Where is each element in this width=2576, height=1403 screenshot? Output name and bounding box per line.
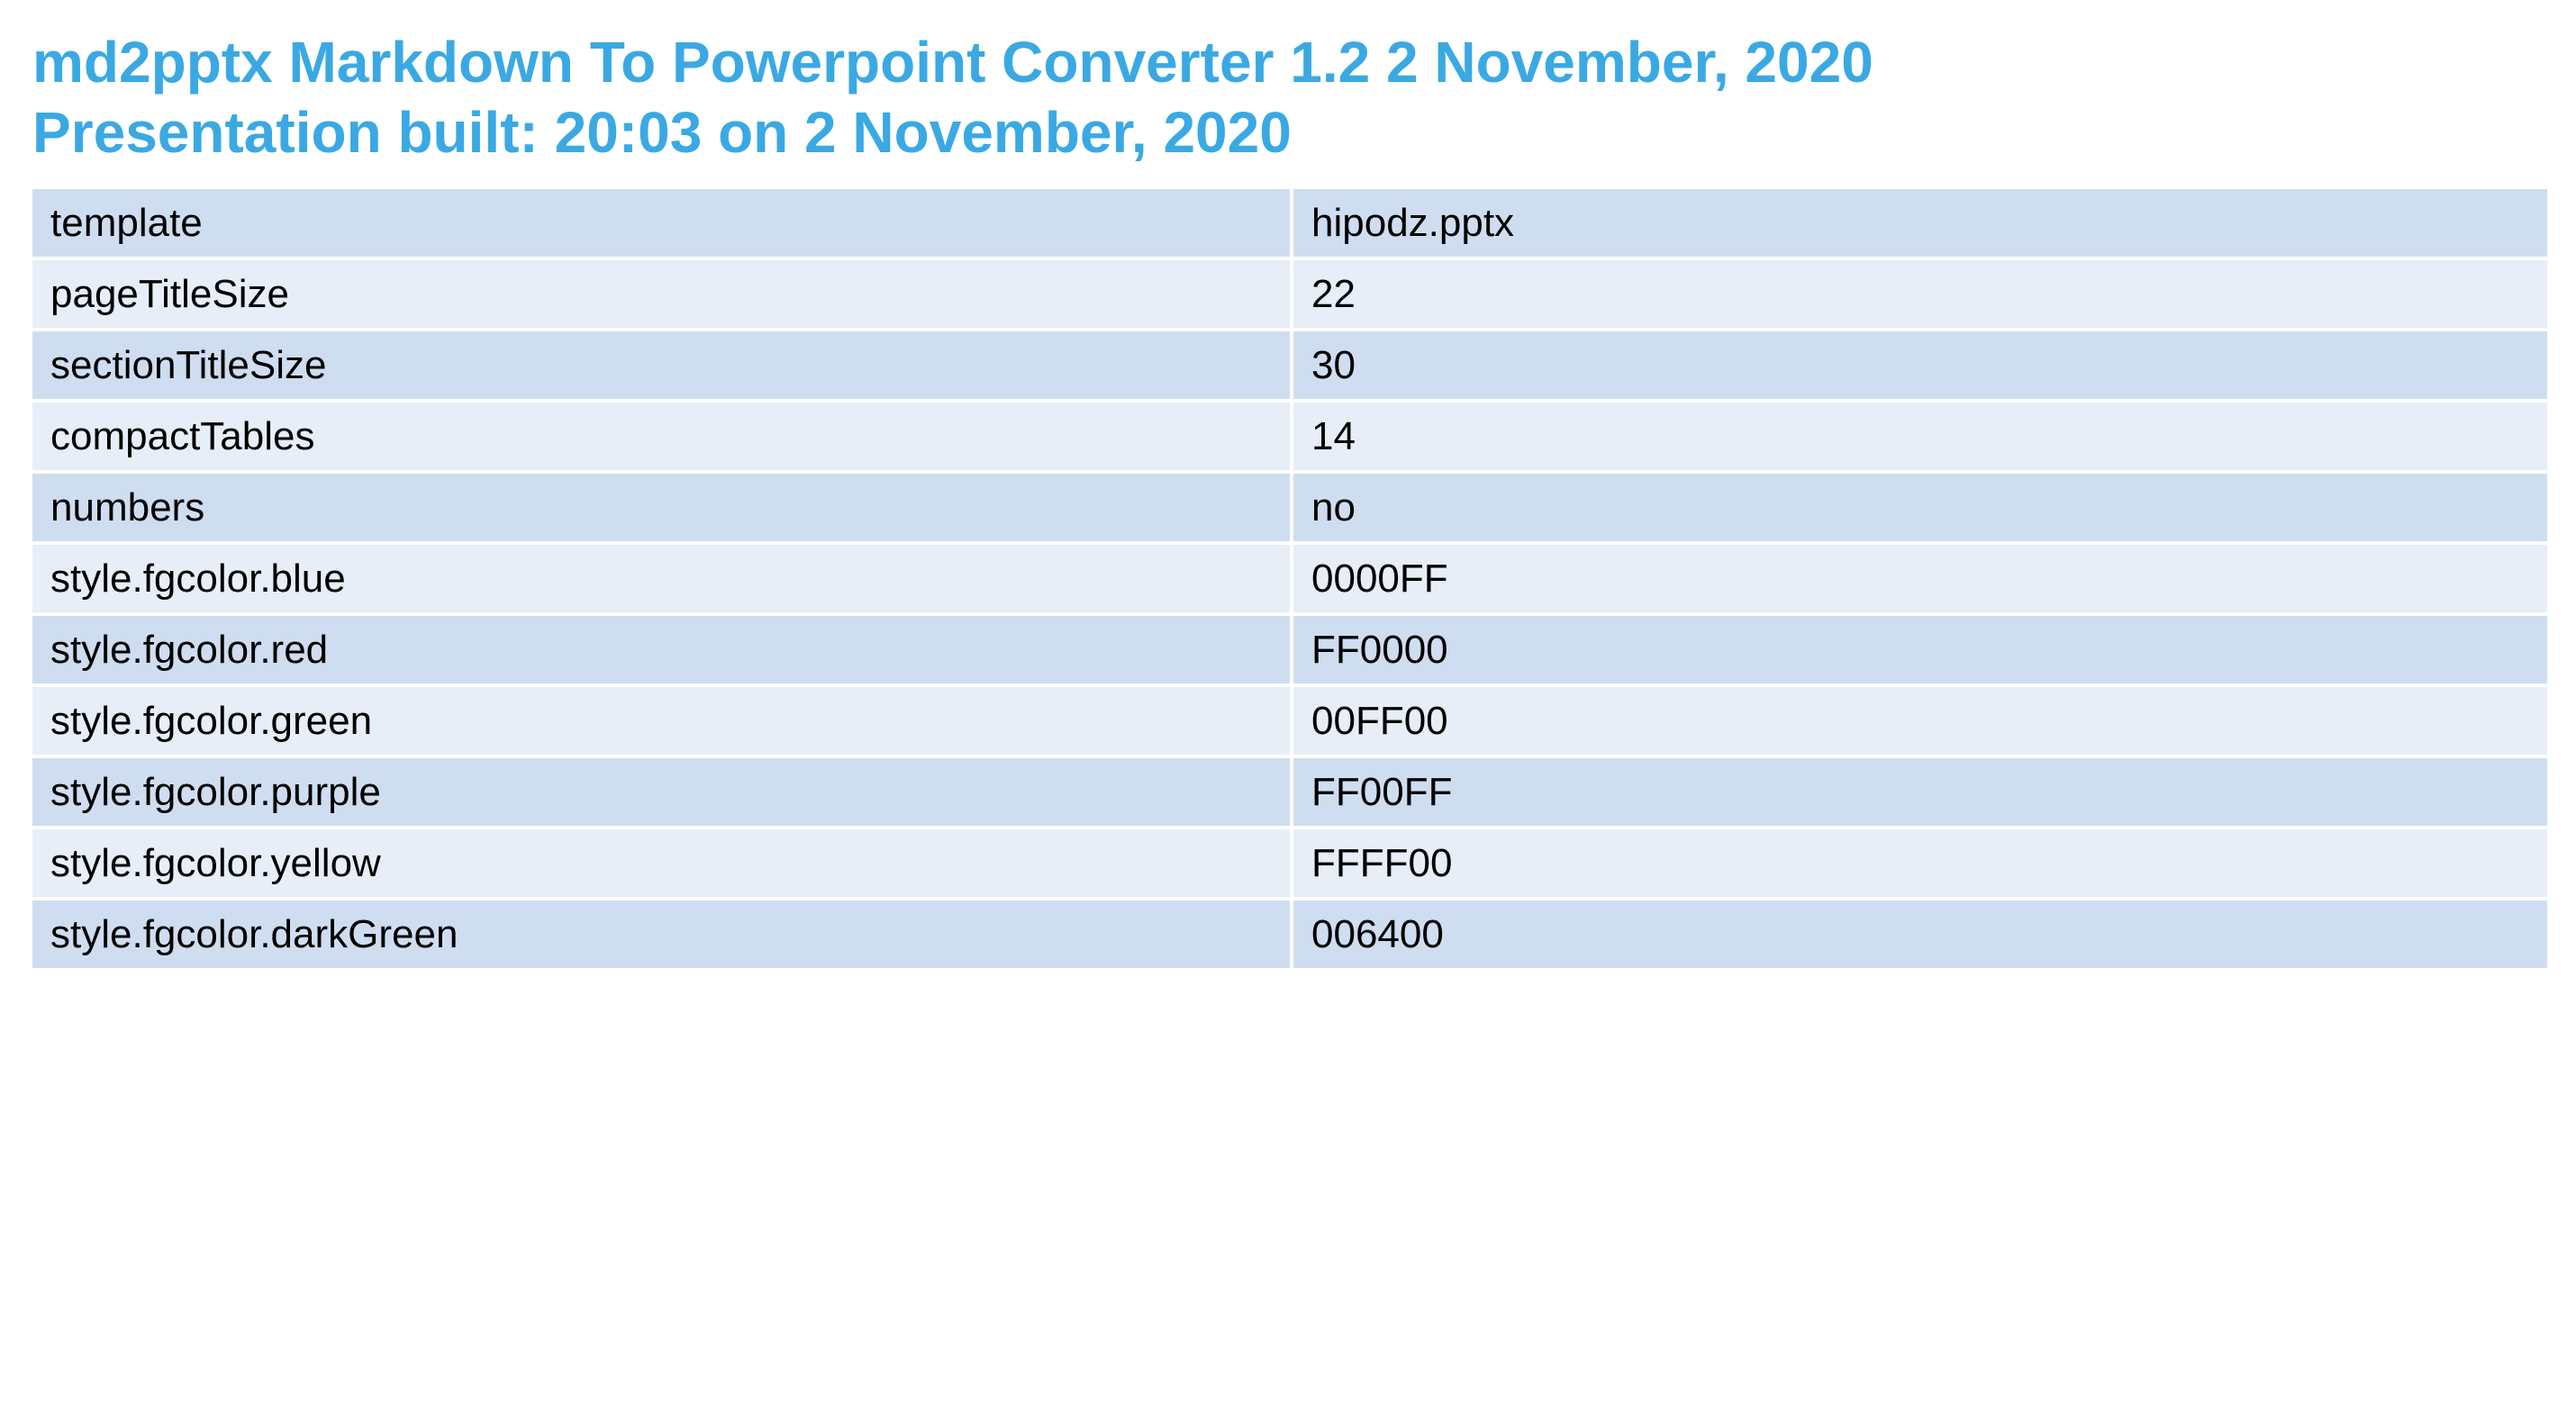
table-row: compactTables 14 <box>32 401 2547 474</box>
property-name-cell: style.fgcolor.green <box>32 685 1293 758</box>
property-name-cell: style.fgcolor.darkGreen <box>32 899 1293 968</box>
property-name-cell: template <box>32 189 1293 260</box>
property-value-cell: hipodz.pptx <box>1292 189 2547 260</box>
property-value-cell: FF0000 <box>1292 614 2547 687</box>
property-name-cell: style.fgcolor.blue <box>32 543 1293 616</box>
property-value-cell: 00FF00 <box>1292 685 2547 758</box>
table-row: pageTitleSize 22 <box>32 258 2547 331</box>
table-row: numbers no <box>32 472 2547 545</box>
table-row: style.fgcolor.green 00FF00 <box>32 685 2547 758</box>
property-name-cell: style.fgcolor.yellow <box>32 828 1293 901</box>
table-row: style.fgcolor.purple FF00FF <box>32 756 2547 829</box>
property-name-cell: style.fgcolor.red <box>32 614 1293 687</box>
table-row: template hipodz.pptx <box>32 189 2547 260</box>
property-name-cell: pageTitleSize <box>32 258 1293 331</box>
metadata-table: template hipodz.pptx pageTitleSize 22 se… <box>32 189 2547 968</box>
property-name-cell: sectionTitleSize <box>32 330 1293 403</box>
property-name-cell: numbers <box>32 472 1293 545</box>
table-row: sectionTitleSize 30 <box>32 330 2547 403</box>
property-value-cell: 30 <box>1292 330 2547 403</box>
table-row: style.fgcolor.blue 0000FF <box>32 543 2547 616</box>
property-name-cell: compactTables <box>32 401 1293 474</box>
table-row: style.fgcolor.yellow FFFF00 <box>32 828 2547 901</box>
property-value-cell: 14 <box>1292 401 2547 474</box>
property-value-cell: no <box>1292 472 2547 545</box>
property-value-cell: 006400 <box>1292 899 2547 968</box>
property-name-cell: style.fgcolor.purple <box>32 756 1293 829</box>
slide-title: md2pptx Markdown To Powerpoint Converter… <box>32 27 1873 167</box>
title-line-build-time: Presentation built: 20:03 on 2 November,… <box>32 100 1292 165</box>
property-value-cell: 22 <box>1292 258 2547 331</box>
table-row: style.fgcolor.red FF0000 <box>32 614 2547 687</box>
title-line-converter: md2pptx Markdown To Powerpoint Converter… <box>32 30 1873 95</box>
table-row: style.fgcolor.darkGreen 006400 <box>32 899 2547 968</box>
property-value-cell: FFFF00 <box>1292 828 2547 901</box>
property-value-cell: FF00FF <box>1292 756 2547 829</box>
property-value-cell: 0000FF <box>1292 543 2547 616</box>
